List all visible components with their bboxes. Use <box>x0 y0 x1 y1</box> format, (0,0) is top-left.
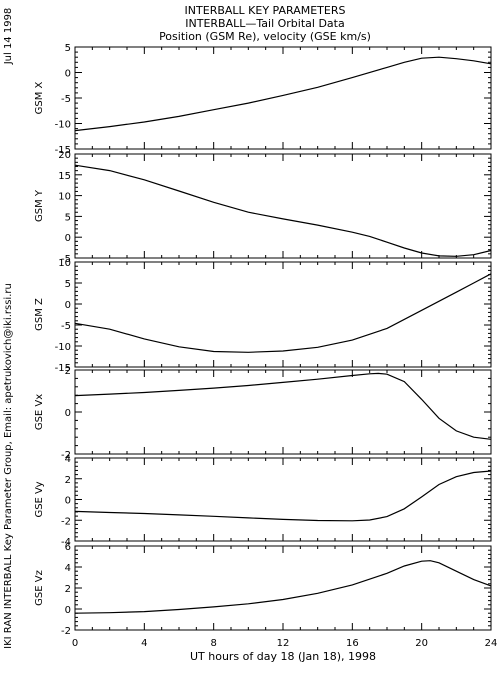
y-tick-label: -5 <box>61 94 71 105</box>
y-tick-label: -4 <box>61 537 71 548</box>
x-tick-label: 20 <box>415 638 428 649</box>
y-tick-label: 2 <box>65 475 71 486</box>
y-axis-label: GSM Y <box>34 189 45 222</box>
y-tick-label: 5 <box>65 43 71 54</box>
y-tick-label: -10 <box>55 342 71 353</box>
series-line <box>74 372 492 440</box>
panel-frame <box>74 457 492 542</box>
y-tick-label: -5 <box>61 321 71 332</box>
y-axis-label: GSE Vy <box>34 481 45 517</box>
x-tick-label: 0 <box>72 638 78 649</box>
credit-label: IKI RAN INTERBALL Key Parameter Group, E… <box>3 283 14 649</box>
series-line <box>74 164 492 257</box>
y-tick-label: -2 <box>61 516 71 527</box>
x-tick-label: 8 <box>210 638 216 649</box>
y-tick-label: 5 <box>65 212 71 223</box>
y-tick-label: 0 <box>65 496 71 507</box>
y-tick-label: 2 <box>65 584 71 595</box>
y-tick-label: 20 <box>58 150 71 161</box>
y-tick-label: 0 <box>65 69 71 80</box>
y-tick-label: -2 <box>61 626 71 637</box>
panel-frame <box>74 153 492 259</box>
y-tick-label: 0 <box>65 408 71 419</box>
y-tick-label: 0 <box>65 605 71 616</box>
x-axis-label: UT hours of day 18 (Jan 18), 1998 <box>190 650 376 663</box>
y-tick-label: -15 <box>55 363 71 374</box>
series-line <box>74 273 492 353</box>
y-tick-label: -2 <box>61 450 71 461</box>
date-stamp: Jul 14 1998 <box>3 8 14 66</box>
y-tick-label: -10 <box>55 120 71 131</box>
x-tick-label: 4 <box>141 638 147 649</box>
y-axis-label: GSE Vz <box>34 570 45 606</box>
chart-subtitle-2: Position (GSM Re), velocity (GSE km/s) <box>159 30 371 43</box>
y-tick-label: 0 <box>65 233 71 244</box>
y-tick-label: -5 <box>61 254 71 265</box>
panel-frame <box>74 545 492 631</box>
y-axis-label: GSM Z <box>34 298 45 331</box>
chart-subtitle: INTERBALL—Tail Orbital Data <box>185 17 344 30</box>
y-axis-label: GSE Vx <box>34 394 45 430</box>
series-line <box>74 560 492 614</box>
y-axis-label: GSM X <box>34 81 45 114</box>
panel-frame <box>74 46 492 150</box>
y-tick-label: 6 <box>65 542 71 553</box>
y-tick-label: 10 <box>58 192 71 203</box>
chart-title: INTERBALL KEY PARAMETERS <box>185 4 346 17</box>
y-tick-label: 0 <box>65 300 71 311</box>
y-tick-label: 4 <box>65 563 71 574</box>
series-line <box>74 56 492 132</box>
y-tick-label: 4 <box>65 454 71 465</box>
x-tick-label: 16 <box>346 638 359 649</box>
x-tick-label: 24 <box>485 638 498 649</box>
y-tick-label: 5 <box>65 279 71 290</box>
series-line <box>74 470 492 522</box>
y-tick-label: 2 <box>65 366 71 377</box>
y-tick-label: -15 <box>55 145 71 156</box>
y-tick-label: 10 <box>58 258 71 269</box>
x-tick-label: 12 <box>277 638 290 649</box>
y-tick-label: 15 <box>58 171 71 182</box>
